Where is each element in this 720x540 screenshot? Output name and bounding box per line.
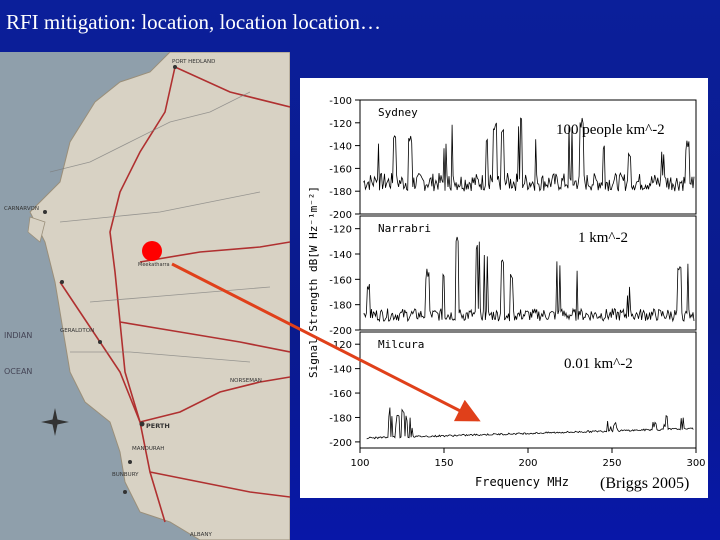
label-port-hedland: PORT HEDLAND (172, 59, 215, 65)
annotation-sydney-density: 100 people km^-2 (556, 122, 665, 138)
y-tick-label: -140 (329, 142, 352, 153)
site-marker (142, 241, 162, 261)
annotation-milcura-density: 0.01 km^-2 (564, 356, 633, 372)
x-tick-label: 300 (686, 458, 705, 469)
label-ocean: OCEAN (4, 367, 32, 376)
y-tick-label: -120 (329, 119, 352, 130)
x-axis-label: Frequency MHz (475, 475, 569, 489)
y-tick-label: -200 (329, 438, 352, 449)
y-tick-label: -160 (329, 164, 352, 175)
citation-credit: (Briggs 2005) (600, 475, 690, 492)
x-tick-label: 100 (350, 458, 369, 469)
label-mandurah: MANDURAH (132, 446, 164, 452)
label-carnarvon: CARNARVON (4, 206, 39, 212)
x-tick-label: 250 (602, 458, 621, 469)
y-tick-label: -140 (329, 365, 352, 376)
spectrum-chart: Signal Strength dB[W Hz⁻¹m⁻²] -100-120-1… (307, 96, 706, 489)
y-tick-label: -100 (329, 96, 352, 107)
label-geraldton: GERALDTON (60, 328, 94, 334)
town-dots (43, 65, 177, 494)
label-albany: ALBANY (190, 532, 212, 538)
label-indian: INDIAN (4, 331, 32, 340)
x-axis-ticks: 100 150 200 250 300 (350, 448, 706, 469)
panel-site-name: Milcura (378, 338, 424, 351)
map-drawing: PORT HEDLAND CARNARVON GERALDTON PERTH M… (0, 52, 290, 540)
australia-map: PORT HEDLAND CARNARVON GERALDTON PERTH M… (0, 52, 290, 540)
y-tick-label: -180 (329, 187, 352, 198)
x-tick-label: 200 (518, 458, 537, 469)
spectrum-series-2 (366, 407, 694, 440)
y-axis-label: Signal Strength dB[W Hz⁻¹m⁻²] (307, 186, 320, 378)
slide-title: RFI mitigation: location, location locat… (6, 10, 382, 34)
panel-frame-0 (359, 99, 697, 215)
panel-site-name: Sydney (378, 106, 418, 119)
y-tick-label: -160 (329, 389, 352, 400)
y-tick-label: -200 (329, 210, 352, 221)
spectrum-series-0 (363, 117, 695, 192)
y-tick-label: -180 (329, 413, 352, 424)
spectrum-series-1 (363, 236, 695, 323)
label-bunbury: BUNBURY (112, 472, 139, 478)
label-meekatharra: Meekatharra (138, 262, 170, 268)
chart-panels: -100 -120 -140 -160 -180 -200 Sydney -120 -140 -1… (329, 96, 697, 449)
label-perth: PERTH (146, 422, 170, 430)
compass-rose (41, 408, 69, 436)
label-norseman: NORSEMAN (230, 378, 262, 384)
y-tick-label: -180 (329, 301, 352, 312)
y-tick-label: -120 (329, 225, 352, 236)
y-tick-label: -200 (329, 326, 352, 337)
y-tick-label: -140 (329, 250, 352, 261)
panel-site-name: Narrabri (378, 222, 431, 235)
annotation-narrabri-density: 1 km^-2 (578, 230, 628, 246)
y-tick-label: -120 (329, 340, 352, 351)
spectrum-chart-panel: Signal Strength dB[W Hz⁻¹m⁻²] -100 -120 -1… (300, 78, 708, 498)
y-tick-label: -160 (329, 275, 352, 286)
x-tick-label: 150 (434, 458, 453, 469)
